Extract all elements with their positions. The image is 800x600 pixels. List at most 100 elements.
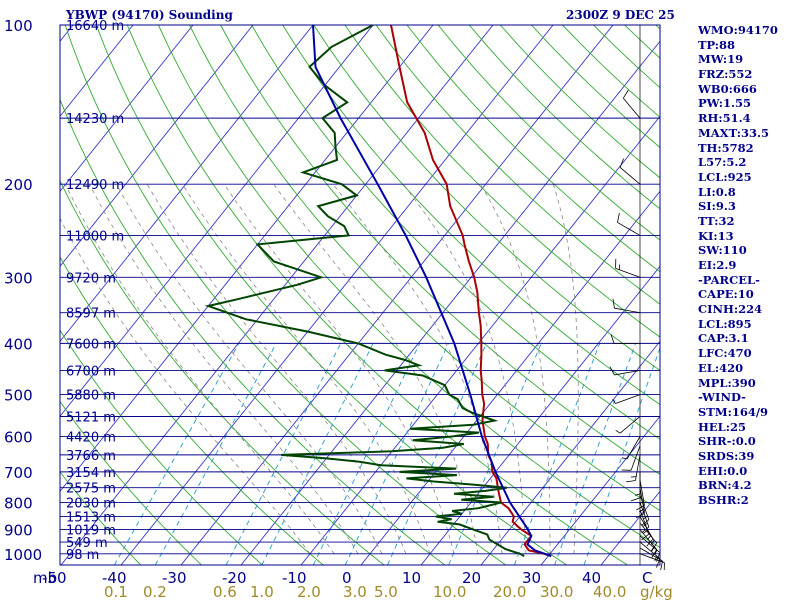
wind-barb — [635, 479, 645, 511]
index-item: BRN:4.2 — [698, 478, 752, 493]
index-item: -WIND- — [698, 390, 746, 405]
height-label: 4420 m — [66, 430, 116, 445]
dry-adiabat-line — [60, 256, 324, 565]
wind-barb — [639, 553, 665, 570]
height-label: 98 m — [66, 548, 99, 563]
index-item: TP:88 — [698, 37, 736, 52]
wind-barb — [621, 436, 641, 460]
index-item: HEL:25 — [698, 419, 746, 434]
wind-barb — [639, 25, 640, 26]
height-label: 6700 m — [66, 364, 116, 379]
isotherm-line — [120, 25, 554, 565]
chart-title: YBWP (94170) Sounding — [66, 8, 233, 22]
dry-adiabat-line — [95, 25, 567, 565]
temperature-tick-label: 40 — [582, 569, 601, 587]
index-item: CINH:224 — [698, 302, 763, 317]
dry-adiabat-line — [220, 25, 660, 475]
isotherm-line — [60, 25, 494, 565]
index-item: KI:13 — [698, 228, 734, 243]
isotherm-line — [60, 25, 254, 268]
parcel-line — [312, 25, 552, 558]
index-item: WMO:94170 — [698, 23, 778, 37]
wind-barb — [639, 541, 661, 568]
index-item: RH:51.4 — [698, 111, 751, 126]
moist-adiabat-line — [332, 183, 503, 554]
index-item: L57:5.2 — [698, 155, 747, 170]
height-label: 8597 m — [66, 307, 116, 322]
index-item: -PARCEL- — [698, 272, 760, 287]
index-item: SI:9.3 — [698, 199, 736, 214]
mixing-ratio-tick-label: 2.0 — [297, 583, 321, 600]
mixing-ratio-tick-label: 40.0 — [593, 583, 626, 600]
height-label: 9720 m — [66, 271, 116, 286]
height-label: 549 m — [66, 536, 108, 551]
isotherm-line — [60, 25, 74, 43]
pressure-tick-label: 200 — [4, 176, 33, 194]
index-item: EHI:0.0 — [698, 463, 748, 478]
dewpoint-line — [204, 25, 525, 557]
temperature-tick-label: C — [642, 569, 652, 587]
index-item: TT:32 — [698, 213, 735, 228]
index-item: STM:164/9 — [698, 404, 769, 419]
isotherm-line — [60, 25, 374, 418]
height-label: 16640 m — [66, 19, 124, 34]
temperature-tick-label: -40 — [102, 569, 127, 587]
pressure-tick-label: 500 — [4, 387, 33, 405]
dry-adiabat-line — [60, 98, 446, 565]
moist-adiabat-line — [552, 184, 579, 554]
mixing-ratio-tick-label: 10.0 — [433, 583, 466, 600]
mixing-ratio-line — [387, 343, 487, 565]
pressure-unit-label: mb — [33, 569, 57, 587]
wind-barb — [639, 495, 650, 526]
isotherm-line — [240, 40, 660, 565]
height-label: 5880 m — [66, 389, 116, 404]
index-item: PW:1.55 — [698, 96, 752, 111]
isotherm-line — [60, 25, 314, 343]
height-label: 2030 m — [66, 497, 116, 512]
dry-adiabat-line — [60, 400, 202, 565]
mixing-ratio-tick-label: 20.0 — [493, 583, 526, 600]
sounding-lines — [204, 25, 552, 558]
temperature-tick-label: 0 — [342, 569, 352, 587]
temperature-tick-label: -20 — [222, 569, 247, 587]
height-label: 12490 m — [66, 178, 124, 193]
temperature-tick-label: 10 — [402, 569, 421, 587]
isotherm-line — [180, 25, 614, 565]
mixing-ratio-tick-label: 0.2 — [143, 583, 167, 600]
dry-adiabat-line — [251, 25, 660, 440]
isotherm-line — [60, 25, 194, 193]
index-item: BSHR:2 — [698, 493, 749, 507]
isotherm-line — [420, 265, 660, 565]
index-item: FRZ:552 — [698, 67, 753, 82]
height-label: 3154 m — [66, 466, 116, 481]
dry-adiabat-line — [189, 25, 660, 512]
pressure-tick-label: 900 — [4, 522, 33, 540]
index-item: LCL:925 — [698, 169, 752, 184]
wind-barb — [622, 89, 641, 119]
height-label: 14230 m — [66, 112, 124, 127]
moist-adiabat-line — [480, 183, 551, 554]
pressure-tick-label: 300 — [4, 269, 33, 287]
index-item: SRDS:39 — [698, 448, 755, 463]
temperature-tick-label: -50 — [42, 569, 67, 587]
wind-profile — [609, 25, 665, 570]
isotherm-line — [60, 25, 434, 493]
wind-barb — [612, 298, 641, 314]
index-item: TH:5782 — [698, 140, 754, 155]
dry-adiabat-line — [126, 25, 628, 565]
wind-barb — [610, 334, 640, 344]
mixing-ratio-unit-label: g/kg — [640, 583, 673, 600]
pressure-tick-label: 800 — [4, 495, 33, 513]
wind-barb — [619, 158, 641, 185]
index-item: LFC:470 — [698, 346, 752, 361]
height-label: 7600 m — [66, 337, 116, 352]
mixing-ratio-tick-label: 0.1 — [104, 583, 128, 600]
pressure-tick-label: 400 — [4, 335, 33, 353]
temperature-tick-label: -10 — [282, 569, 307, 587]
mixing-ratio-line — [225, 343, 342, 565]
moist-adiabat-line — [89, 184, 359, 555]
isotherm-line — [360, 190, 660, 565]
wind-barb — [612, 394, 641, 404]
pressure-tick-label: 1000 — [4, 546, 42, 564]
